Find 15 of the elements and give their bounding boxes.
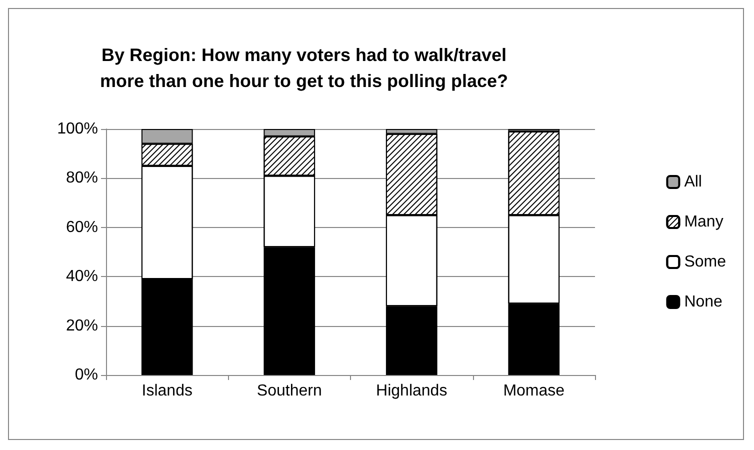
y-tick-label: 60% bbox=[66, 218, 98, 236]
x-tick-label: Islands bbox=[142, 382, 192, 400]
x-tick-label: Southern bbox=[256, 382, 322, 400]
y-tick-label: 80% bbox=[66, 170, 98, 187]
legend-label: All bbox=[684, 174, 702, 190]
y-tick-label: 20% bbox=[66, 317, 98, 334]
legend-label: Some bbox=[684, 254, 726, 270]
y-tick-label: 100% bbox=[57, 120, 98, 138]
chart-title: By Region: How many voters had to walk/travel more than one hour to get to this polling place? bbox=[100, 45, 508, 91]
y-tick-label: 0% bbox=[74, 366, 98, 384]
x-tick-label: Momase bbox=[503, 382, 565, 400]
y-tick-label: 40% bbox=[66, 268, 98, 286]
x-tick-label: Highlands bbox=[376, 382, 448, 400]
legend-label: None bbox=[684, 294, 723, 310]
legend-label: Many bbox=[684, 214, 724, 230]
